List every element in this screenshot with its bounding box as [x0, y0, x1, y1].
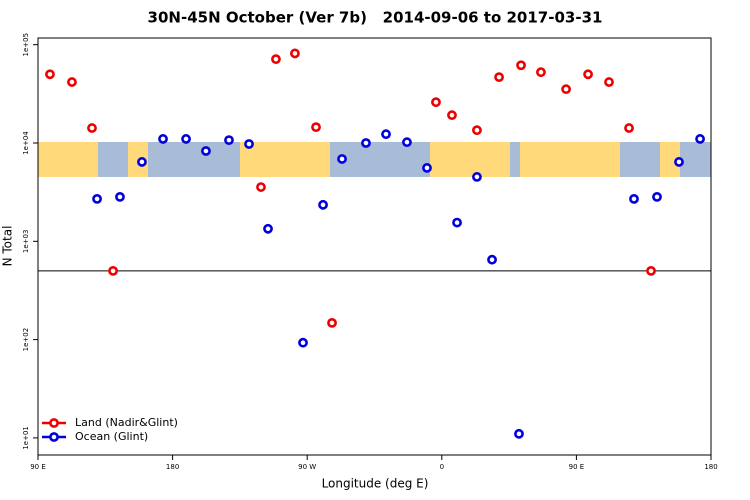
- chart-title: 30N-45N October (Ver 7b) 2014-09-06 to 2…: [148, 9, 603, 27]
- map-land: [660, 142, 680, 177]
- map-land: [240, 142, 330, 177]
- x-tick-label: 90 E: [569, 463, 585, 471]
- map-land: [430, 142, 510, 177]
- map-band: [38, 142, 711, 177]
- point: [298, 337, 308, 348]
- point: [674, 157, 684, 167]
- point: [45, 69, 55, 80]
- x-tick-label: 0: [440, 463, 444, 471]
- point: [158, 134, 168, 144]
- legend-marker: [49, 432, 59, 442]
- y-tick-label: 1e+03: [22, 230, 30, 254]
- point: [624, 123, 634, 133]
- point: [201, 146, 211, 156]
- point: [67, 77, 77, 87]
- point: [108, 265, 118, 276]
- point: [472, 125, 482, 136]
- point: [514, 428, 524, 439]
- point: [224, 135, 234, 146]
- point: [256, 182, 266, 192]
- point: [381, 129, 391, 140]
- y-tick-label: 1e+04: [22, 131, 30, 155]
- point: [472, 172, 482, 182]
- point: [337, 154, 347, 164]
- point: [494, 72, 504, 83]
- point: [516, 60, 526, 71]
- point: [115, 191, 125, 202]
- y-tick-label: 1e+02: [22, 328, 30, 352]
- point: [87, 123, 97, 133]
- y-tick-label: 1e+05: [22, 33, 30, 57]
- plot-frame: [37, 37, 712, 456]
- x-tick-label: 90 E: [30, 463, 46, 471]
- legend-label: Ocean (Glint): [75, 430, 148, 443]
- legend-label: Land (Nadir&Glint): [75, 416, 178, 429]
- point: [92, 193, 102, 204]
- map-land: [520, 142, 620, 177]
- point: [431, 97, 441, 108]
- point: [311, 122, 321, 133]
- point: [536, 67, 546, 78]
- point: [629, 193, 639, 204]
- point: [290, 48, 300, 59]
- point: [263, 223, 273, 234]
- point: [452, 217, 462, 228]
- point: [646, 265, 656, 276]
- y-tick-label: 1e+01: [22, 426, 30, 450]
- point: [604, 77, 614, 87]
- point: [402, 137, 412, 148]
- x-tick-label: 180: [166, 463, 179, 471]
- legend-marker: [49, 418, 59, 428]
- point: [318, 199, 328, 210]
- x-tick-label: 180: [704, 463, 717, 471]
- y-axis-label: N Total: [1, 226, 15, 267]
- point: [327, 317, 337, 328]
- point: [361, 138, 371, 148]
- x-axis-label: Longitude (deg E): [322, 477, 429, 491]
- point: [487, 254, 497, 265]
- x-tick-label: 90 W: [298, 463, 316, 471]
- point: [244, 139, 254, 149]
- map-land: [38, 142, 98, 177]
- point: [561, 84, 571, 95]
- point: [422, 163, 432, 173]
- point: [695, 134, 705, 144]
- point: [447, 110, 457, 121]
- point: [137, 157, 147, 167]
- point: [583, 69, 593, 80]
- point: [271, 54, 281, 65]
- point: [181, 134, 191, 144]
- point: [652, 191, 662, 202]
